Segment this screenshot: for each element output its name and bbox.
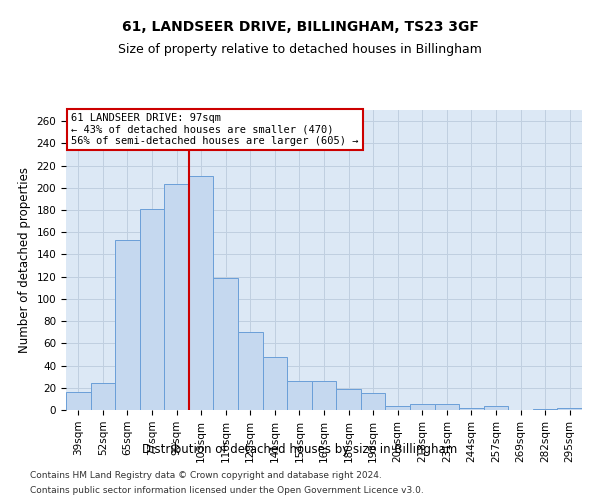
Bar bbox=[214, 278, 238, 410]
Text: Contains public sector information licensed under the Open Government Licence v3: Contains public sector information licen… bbox=[30, 486, 424, 495]
Text: Contains HM Land Registry data © Crown copyright and database right 2024.: Contains HM Land Registry data © Crown c… bbox=[30, 471, 382, 480]
Bar bbox=[459, 408, 484, 410]
Text: 61, LANDSEER DRIVE, BILLINGHAM, TS23 3GF: 61, LANDSEER DRIVE, BILLINGHAM, TS23 3GF bbox=[122, 20, 478, 34]
Text: Size of property relative to detached houses in Billingham: Size of property relative to detached ho… bbox=[118, 42, 482, 56]
Text: 61 LANDSEER DRIVE: 97sqm
← 43% of detached houses are smaller (470)
56% of semi-: 61 LANDSEER DRIVE: 97sqm ← 43% of detach… bbox=[71, 113, 359, 146]
Bar bbox=[312, 381, 336, 410]
Bar bbox=[410, 404, 434, 410]
Bar bbox=[533, 409, 557, 410]
Bar bbox=[115, 240, 140, 410]
Text: Distribution of detached houses by size in Billingham: Distribution of detached houses by size … bbox=[142, 444, 458, 456]
Bar bbox=[91, 384, 115, 410]
Y-axis label: Number of detached properties: Number of detached properties bbox=[18, 167, 31, 353]
Bar bbox=[361, 394, 385, 410]
Bar bbox=[336, 389, 361, 410]
Bar bbox=[189, 176, 214, 410]
Bar bbox=[557, 408, 582, 410]
Bar bbox=[287, 381, 312, 410]
Bar bbox=[263, 356, 287, 410]
Bar bbox=[484, 406, 508, 410]
Bar bbox=[434, 404, 459, 410]
Bar bbox=[66, 392, 91, 410]
Bar bbox=[164, 184, 189, 410]
Bar bbox=[238, 332, 263, 410]
Bar bbox=[385, 406, 410, 410]
Bar bbox=[140, 209, 164, 410]
